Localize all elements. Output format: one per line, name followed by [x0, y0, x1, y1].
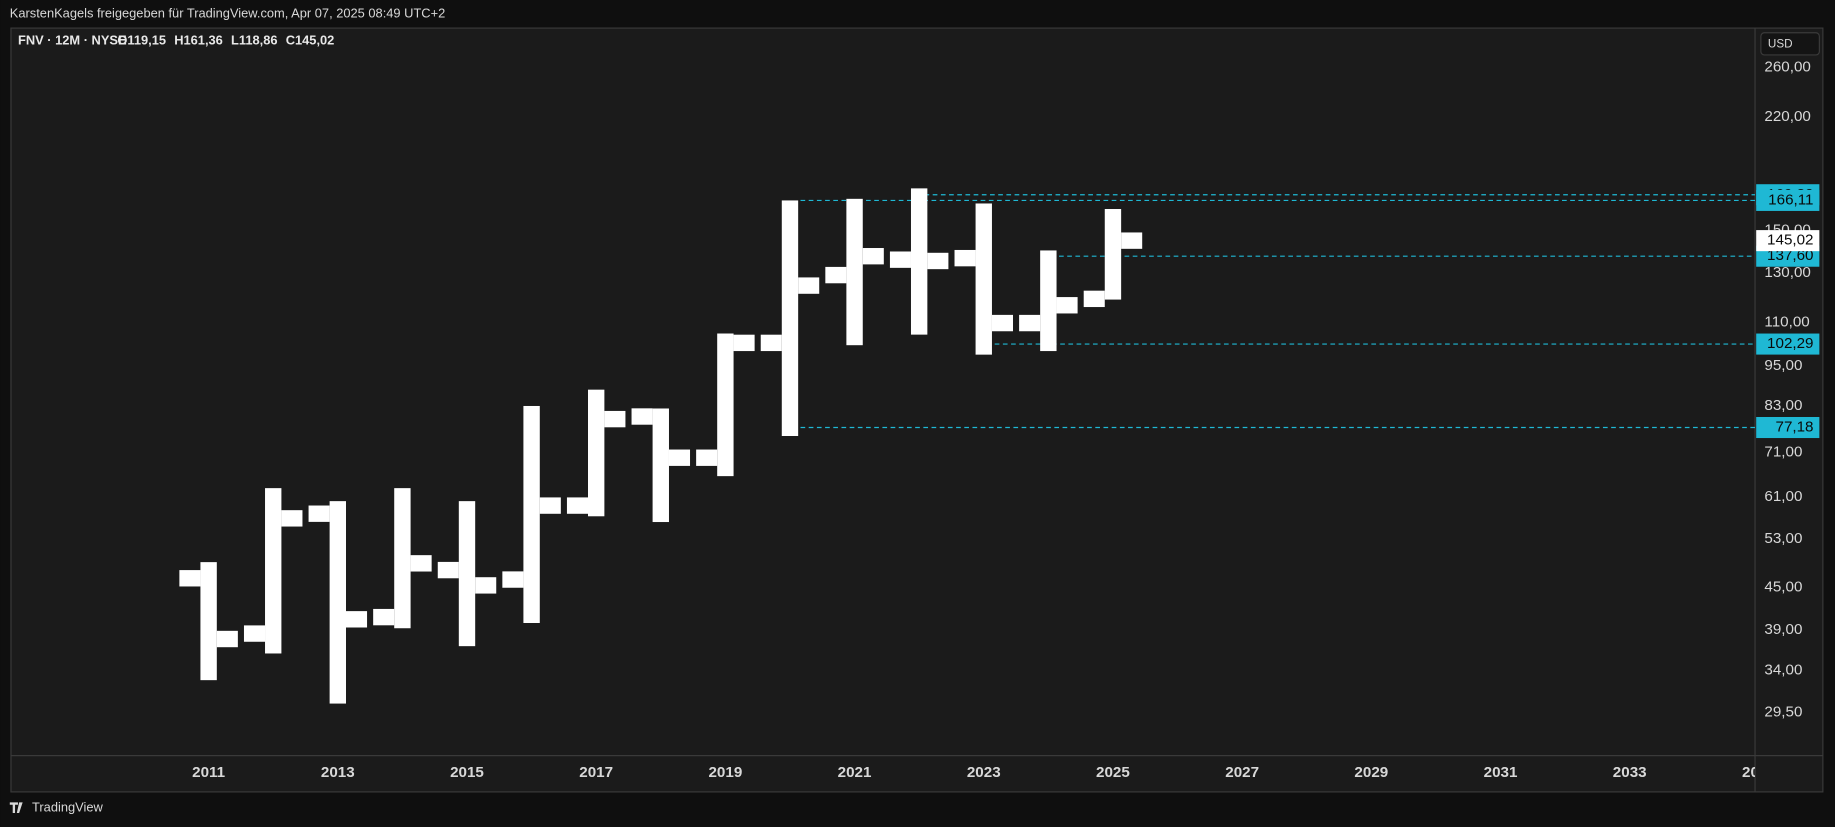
bar-close [604, 410, 626, 428]
x-tick-label: 2013 [321, 764, 355, 781]
bar-close [345, 611, 368, 628]
y-tick-label: 95,00 [1764, 357, 1802, 374]
ohlc-label: L118,86 [231, 32, 277, 47]
bar-close [1056, 297, 1078, 314]
bar-open [954, 249, 976, 267]
level-tag [1756, 189, 1820, 211]
ohlc-label: C145,02 [286, 32, 335, 47]
x-tick-label: 2021 [838, 764, 872, 781]
bar-close [668, 449, 691, 466]
shared-by: KarstenKagels freigegeben für TradingVie… [10, 5, 445, 20]
x-tick-label: 2011 [192, 764, 226, 781]
bar-close [927, 252, 949, 270]
bar-open [373, 608, 395, 626]
bar-close [539, 497, 561, 514]
bar-open [1083, 290, 1105, 308]
last-price-label: 145,02 [1767, 232, 1813, 249]
y-tick-label: 29,50 [1764, 703, 1802, 720]
footer-brand: TradingView [32, 800, 103, 815]
y-tick-label: 71,00 [1764, 443, 1802, 460]
bar-wick [652, 408, 669, 523]
x-tick-label: 2019 [708, 764, 742, 781]
bar-close [733, 334, 755, 352]
bar-close [475, 577, 497, 594]
bar-open [179, 570, 201, 587]
bar-open [631, 408, 653, 425]
y-tick-label: 130,00 [1764, 264, 1810, 281]
bar-close [216, 630, 238, 648]
bar-open [889, 251, 911, 268]
y-tick-label: 83,00 [1764, 397, 1802, 414]
x-tick-label: 2033 [1613, 764, 1647, 781]
x-axis: 2011 2013 2015 2017 2019 2021 2023 2025 2027 2029… [192, 764, 1776, 781]
y-tick-label: 220,00 [1764, 108, 1810, 125]
x-tick-label: 2035 [1742, 764, 1776, 781]
bar-open [437, 561, 459, 579]
bar-wick [329, 501, 346, 704]
bar-wick [394, 488, 411, 629]
y-tick-label: 61,00 [1764, 488, 1802, 505]
bar-close [862, 248, 884, 265]
bar-wick [523, 405, 540, 623]
y-tick-label: 110,00 [1764, 314, 1809, 331]
bar-wick [1040, 250, 1057, 352]
y-tick-label: 260,00 [1764, 59, 1810, 76]
symbol: FNV · 12M · NYSE [18, 32, 127, 47]
bar-wick [588, 389, 605, 517]
bar-close [1121, 232, 1143, 249]
x-tick-label: 2023 [967, 764, 1001, 781]
x-tick-label: 2027 [1225, 764, 1259, 781]
bar-wick [717, 333, 734, 477]
x-tick-label: 2029 [1354, 764, 1388, 781]
bar-open [502, 571, 524, 588]
level-tag-label: 166,11 [1768, 191, 1813, 208]
y-tick-label: 34,00 [1764, 661, 1802, 678]
chart-panel [10, 27, 1824, 793]
bar-wick [265, 488, 282, 654]
currency-button[interactable] [1760, 32, 1820, 56]
bar-wick [846, 198, 863, 346]
bar-wick [1104, 209, 1122, 300]
x-tick-label: 2015 [450, 764, 484, 781]
level-tag-label: 102,29 [1767, 335, 1813, 352]
x-tick-label: 2025 [1096, 764, 1130, 781]
bar-open [825, 266, 847, 284]
level-tag-label: 137,60 [1767, 247, 1813, 264]
bar-close [281, 510, 303, 527]
x-tick-label: 2031 [1484, 764, 1518, 781]
bar-open [760, 334, 782, 352]
bar-open [308, 505, 330, 522]
y-tick-label: 39,00 [1764, 621, 1802, 638]
currency[interactable]: USD [1768, 38, 1793, 51]
bar-wick [781, 200, 799, 437]
bar-wick [200, 562, 217, 681]
bar-open [566, 497, 589, 514]
bar-close [798, 277, 820, 294]
bar-wick [975, 203, 992, 355]
level-tag [1756, 416, 1820, 439]
footer-logo [9, 802, 23, 813]
bar-close [991, 314, 1014, 332]
ohlc-label: O119,15 [117, 32, 166, 47]
bar-open [1019, 314, 1041, 332]
bar-close [410, 555, 432, 572]
bar-wick [458, 501, 476, 647]
ohlc-label: H161,36 [174, 32, 223, 47]
level-tag-label: 77,18 [1775, 419, 1813, 436]
y-tick-label: 45,00 [1764, 578, 1802, 595]
bar-wick [910, 188, 928, 335]
level-tag [1756, 333, 1820, 355]
last-price-tag [1756, 230, 1820, 252]
bar-open [696, 449, 718, 466]
bar-open [243, 625, 266, 642]
y-tick-label: 53,00 [1764, 530, 1802, 547]
x-tick-label: 2017 [579, 764, 613, 781]
